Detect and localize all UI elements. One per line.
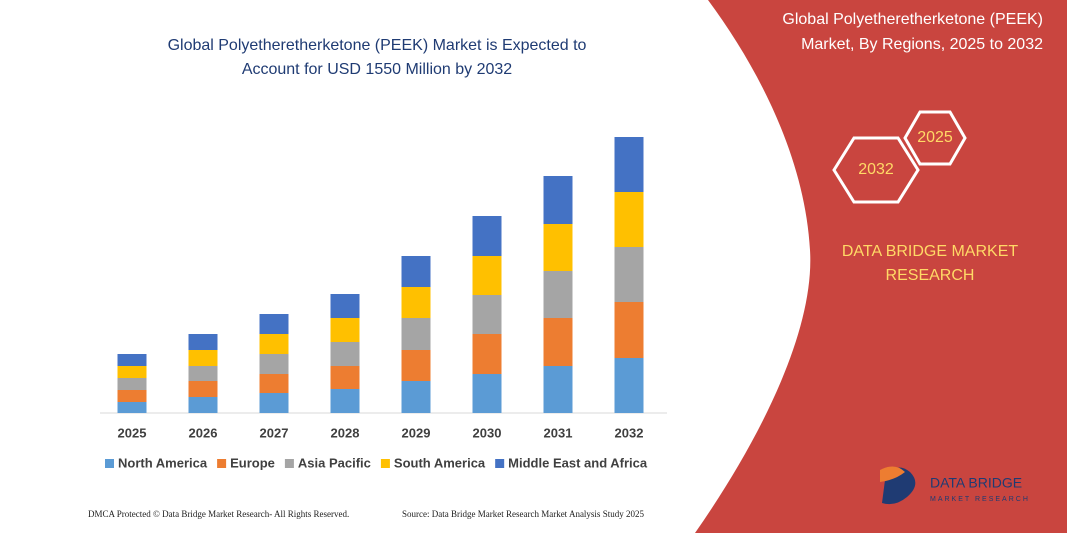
panel-title: Global Polyetheretherketone (PEEK) [782,11,1043,28]
footer-left: DMCA Protected © Data Bridge Market Rese… [88,509,349,519]
bar-segment [330,366,360,389]
x-tick-label: 2029 [402,425,431,440]
bar-segment [401,318,431,350]
bar-segment [259,393,289,413]
x-tick-label: 2025 [118,425,147,440]
x-tick-label: 2028 [331,425,360,440]
bar-segment [614,358,644,413]
hexagon [903,110,967,166]
bar-segment [472,295,502,334]
legend-label: North America [118,455,208,470]
legend-label: Middle East and Africa [508,455,648,470]
bar-segment [401,381,431,413]
brand-text: RESEARCH [886,267,975,284]
bar-segment [330,318,360,342]
bar-segment [543,224,573,271]
panel-title: Market, By Regions, 2025 to 2032 [801,36,1043,53]
bar-segment [330,294,360,318]
bar-segment [472,334,502,374]
bar-segment [472,256,502,295]
legend-label: Europe [230,455,275,470]
brand-text: DATA BRIDGE MARKET [842,243,1019,260]
bar-segment [614,137,644,192]
bar-segment [401,287,431,318]
bar-segment [188,350,218,366]
bar-segment [472,374,502,413]
bar-segment [614,302,644,358]
legend-swatch [105,459,114,468]
bar-segment [330,389,360,413]
bar-segment [188,334,218,350]
legend-swatch [495,459,505,468]
footer-right: Source: Data Bridge Market Research Mark… [402,509,644,519]
logo-icon [880,466,905,482]
bar-segment [401,256,431,287]
hexagon [832,136,920,204]
x-tick-label: 2026 [189,425,218,440]
bar-segment [188,397,218,413]
x-tick-label: 2031 [544,425,573,440]
bar-segment [117,390,147,402]
bar-segment [117,366,147,378]
bar-segment [117,402,147,413]
side-panel [695,0,1067,533]
bar-segment [259,314,289,334]
bar-segment [472,216,502,256]
bar-segment [188,366,218,381]
hex-label: 2025 [917,129,953,146]
legend-label: South America [394,455,486,470]
bar-segment [117,378,147,390]
bar-segment [117,354,147,366]
bar-segment [543,366,573,413]
logo-text: DATA BRIDGE [930,475,1022,491]
legend-swatch [217,459,227,468]
bar-segment [401,350,431,381]
bar-segment [543,318,573,366]
bar-segment [543,176,573,224]
bar-segment [188,381,218,397]
chart-title: Account for USD 1550 Million by 2032 [242,61,512,78]
bar-segment [614,247,644,302]
bar-segment [259,374,289,393]
logo-tagline: MARKET RESEARCH [930,496,1030,503]
chart-title: Global Polyetheretherketone (PEEK) Marke… [168,37,587,54]
bar-segment [543,271,573,318]
x-tick-label: 2032 [615,425,644,440]
x-tick-label: 2030 [473,425,502,440]
legend-swatch [284,459,294,468]
legend-swatch [380,459,390,468]
hex-label: 2032 [858,161,894,178]
x-tick-label: 2027 [260,425,289,440]
bar-segment [614,192,644,247]
bar-segment [259,354,289,374]
bar-segment [259,334,289,354]
legend-label: Asia Pacific [298,455,371,470]
bar-segment [330,342,360,366]
